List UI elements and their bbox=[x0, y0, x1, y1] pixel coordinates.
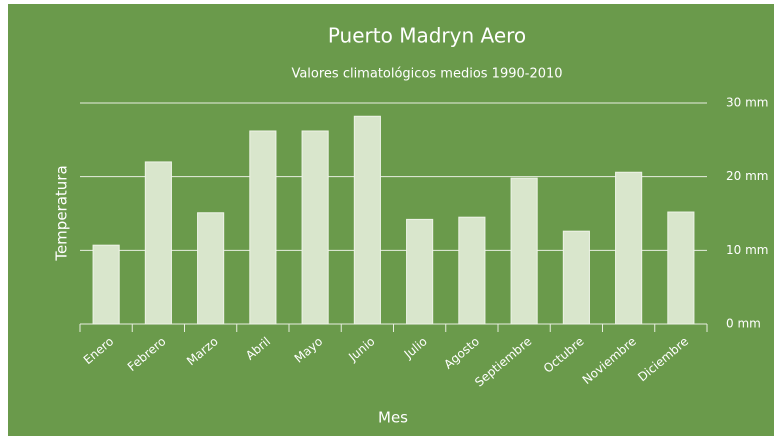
bar bbox=[197, 212, 225, 325]
bar bbox=[92, 244, 120, 325]
bar bbox=[301, 130, 329, 325]
bar bbox=[249, 130, 277, 325]
bar bbox=[615, 171, 643, 325]
bar bbox=[406, 218, 434, 325]
chart-title: Puerto Madryn Aero bbox=[328, 24, 526, 48]
bar bbox=[562, 230, 590, 325]
y-axis-label: Temperatura bbox=[53, 165, 71, 261]
bar bbox=[144, 161, 172, 325]
y-tick-label: 20 mm bbox=[726, 169, 768, 183]
bar bbox=[667, 211, 695, 325]
chart-subtitle: Valores climatológicos medios 1990-2010 bbox=[291, 67, 562, 82]
chart-background bbox=[8, 4, 774, 436]
y-tick-label: 30 mm bbox=[726, 96, 768, 110]
x-axis-label: Mes bbox=[378, 409, 408, 427]
bar bbox=[458, 216, 486, 325]
bar bbox=[353, 115, 381, 325]
y-tick-label: 10 mm bbox=[726, 243, 768, 257]
bar bbox=[510, 177, 538, 325]
y-tick-label: 0 mm bbox=[726, 317, 761, 331]
